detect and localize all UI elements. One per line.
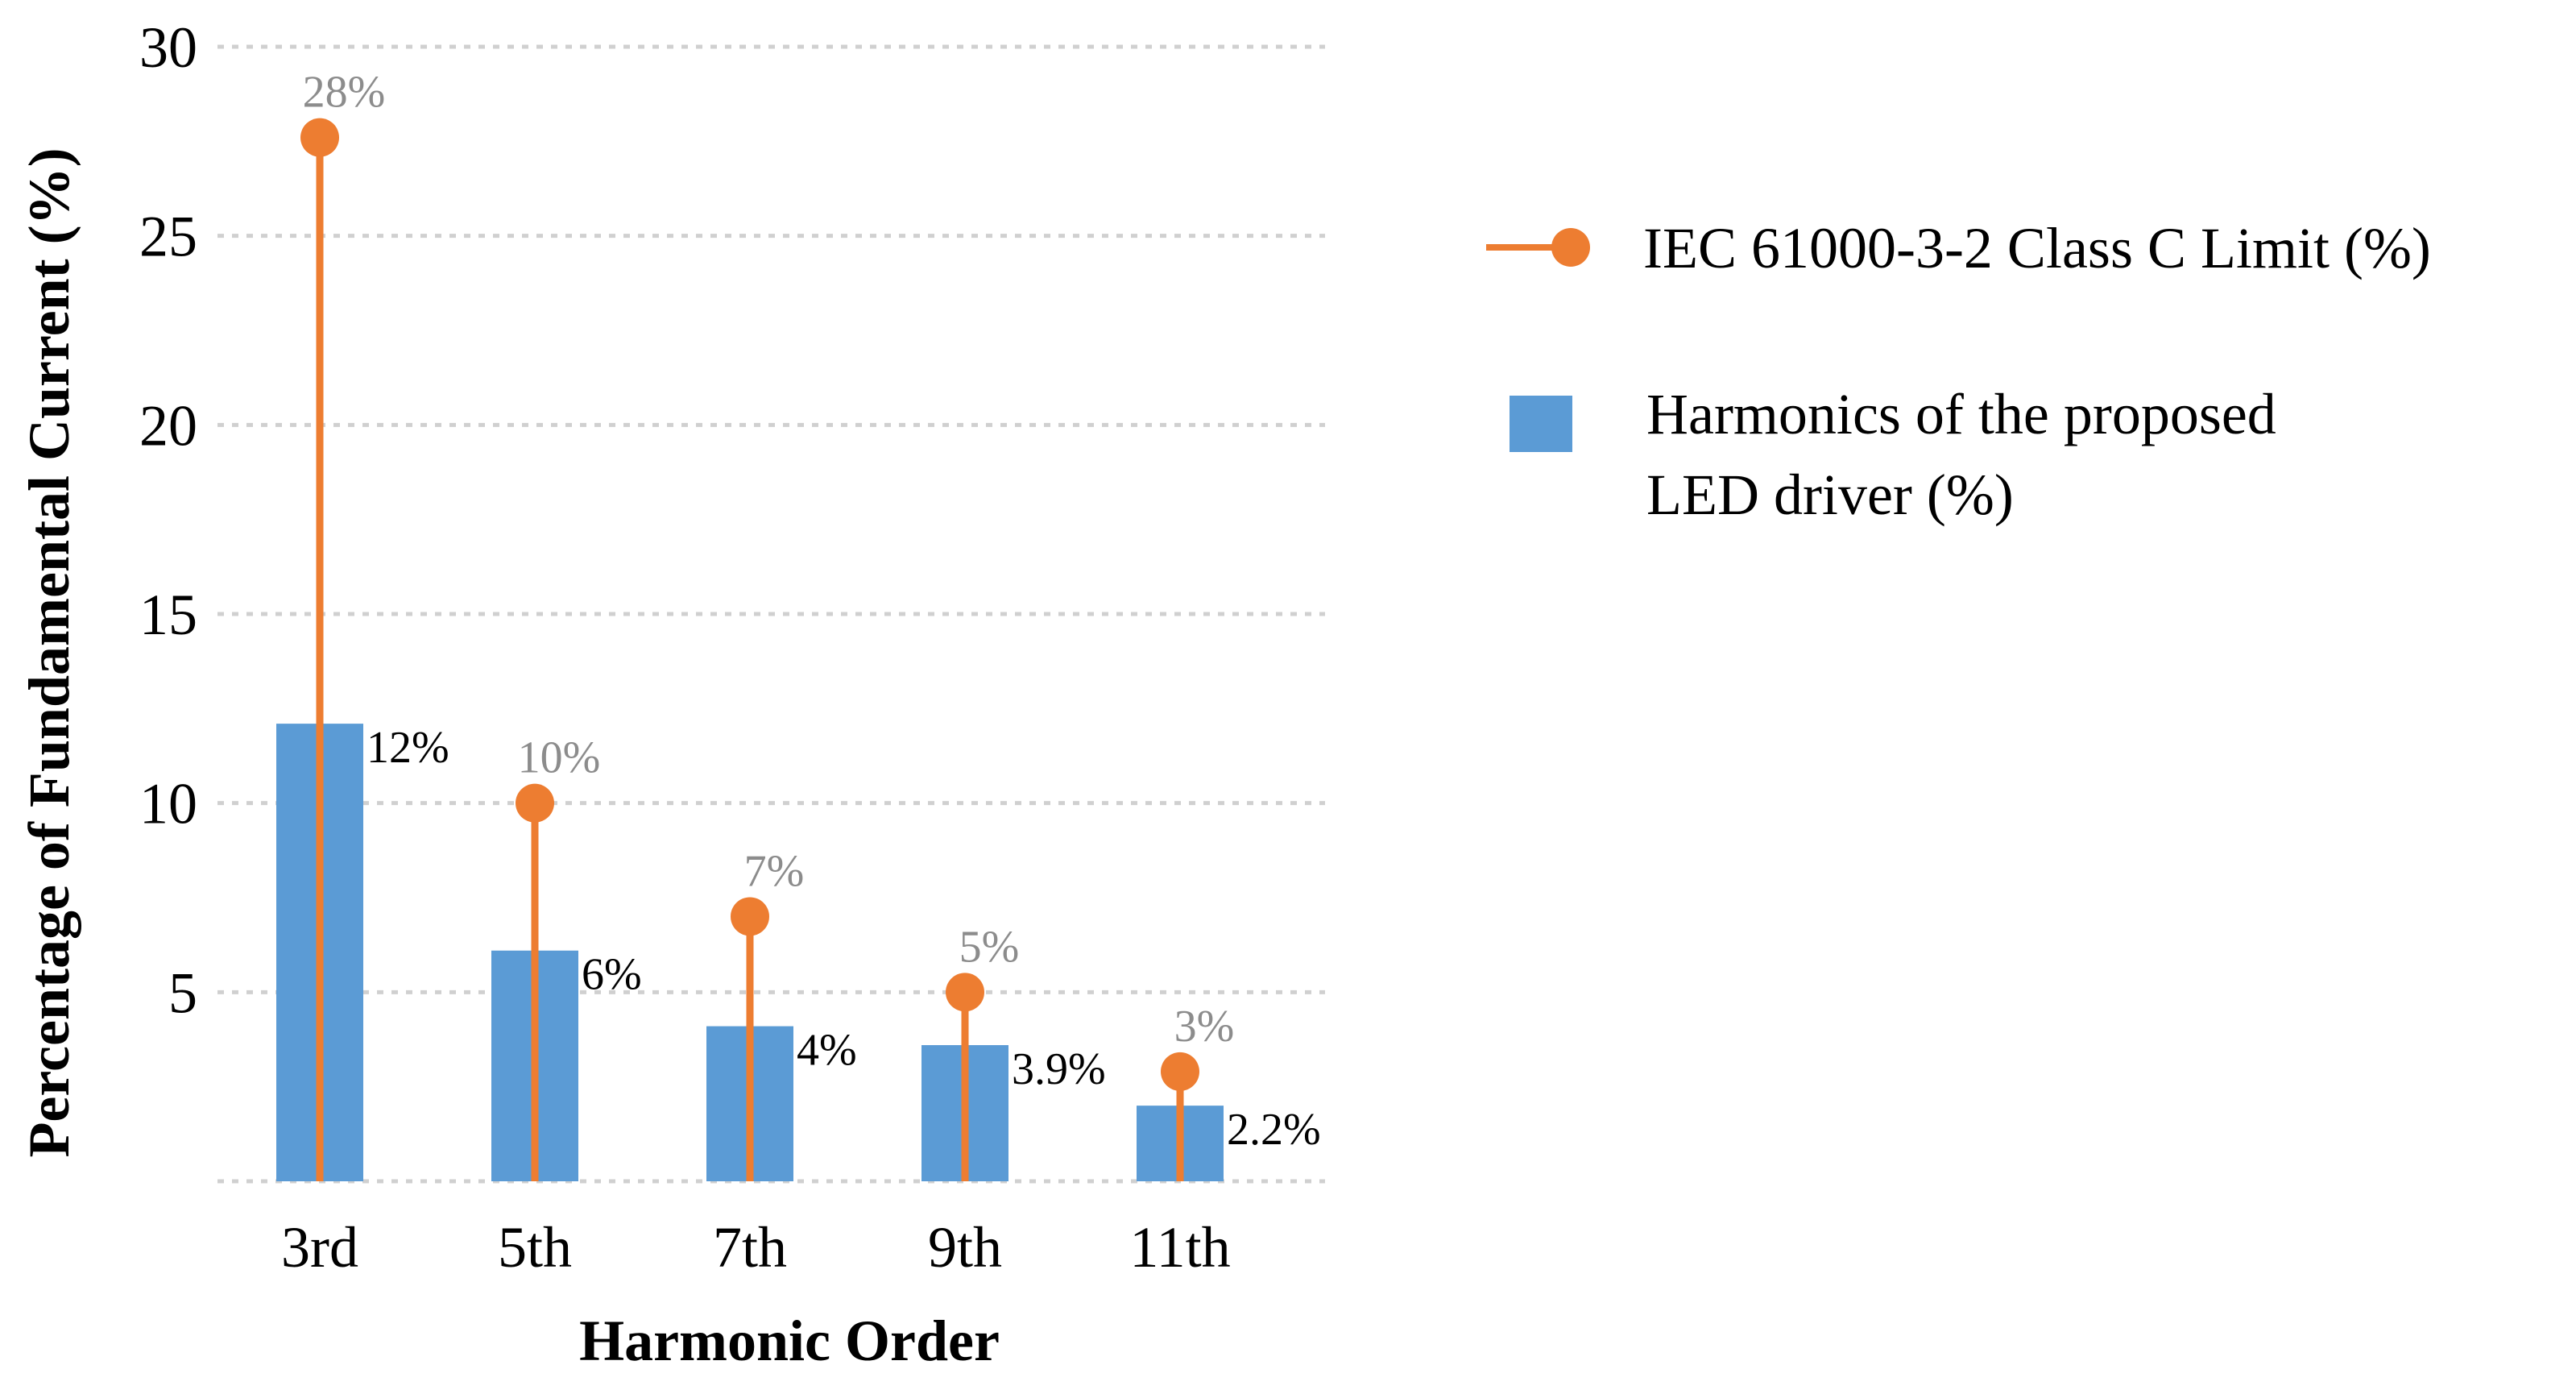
limit-series: 28% 10% 7% 5% 3%: [300, 68, 1234, 1181]
bar-label-5th: 6%: [582, 950, 642, 1000]
y-axis-title: Percentage of Fundamental Current (%): [17, 147, 81, 1157]
limit-marker-3rd: [300, 118, 339, 157]
legend-limit-label: IEC 61000-3-2 Class C Limit (%): [1643, 216, 2431, 280]
x-tick-label-11th: 11th: [1129, 1215, 1230, 1280]
y-tick-label-5: 5: [168, 960, 197, 1025]
y-tick-label-30: 30: [139, 15, 197, 80]
x-tick-label-7th: 7th: [713, 1215, 787, 1280]
limit-marker-11th: [1161, 1052, 1199, 1091]
y-tick-label-20: 20: [139, 393, 197, 458]
bar-label-3rd: 12%: [367, 723, 449, 773]
legend-harmonics-swatch: [1510, 396, 1572, 452]
x-axis-title: Harmonic Order: [579, 1309, 1000, 1373]
bar-label-11th: 2.2%: [1227, 1105, 1321, 1155]
legend-item-harmonics: Harmonics of the proposed LED driver (%): [1510, 382, 2276, 527]
y-tick-label-25: 25: [139, 205, 197, 269]
bar-series: 12% 6% 4% 3.9% 2.2%: [276, 723, 1321, 1181]
limit-label-3rd: 28%: [303, 68, 386, 118]
x-tick-label-5th: 5th: [498, 1215, 572, 1280]
legend-item-limit: IEC 61000-3-2 Class C Limit (%): [1486, 216, 2431, 280]
limit-label-5th: 10%: [518, 733, 601, 783]
limit-label-9th: 5%: [959, 922, 1020, 972]
bar-label-9th: 3.9%: [1012, 1044, 1106, 1094]
y-tick-label-10: 10: [139, 772, 197, 836]
bar-label-7th: 4%: [797, 1026, 857, 1076]
limit-label-7th: 7%: [744, 846, 805, 896]
x-tick-label-9th: 9th: [928, 1215, 1002, 1280]
limit-marker-5th: [516, 783, 554, 823]
legend-harmonics-label-line1: Harmonics of the proposed: [1646, 382, 2276, 446]
legend: IEC 61000-3-2 Class C Limit (%) Harmonic…: [1486, 216, 2431, 527]
legend-limit-marker: [1551, 228, 1590, 267]
x-axis-ticks: 3rd 5th 7th 9th 11th: [281, 1215, 1231, 1280]
limit-marker-9th: [946, 973, 984, 1012]
gridlines: [217, 44, 1325, 1184]
limit-marker-7th: [731, 897, 769, 936]
limit-label-11th: 3%: [1174, 1002, 1235, 1052]
legend-harmonics-label-line2: LED driver (%): [1646, 463, 2014, 527]
y-axis-ticks: 5 10 15 20 25 30: [139, 15, 197, 1025]
x-tick-label-3rd: 3rd: [281, 1215, 358, 1280]
y-tick-label-15: 15: [139, 583, 197, 647]
